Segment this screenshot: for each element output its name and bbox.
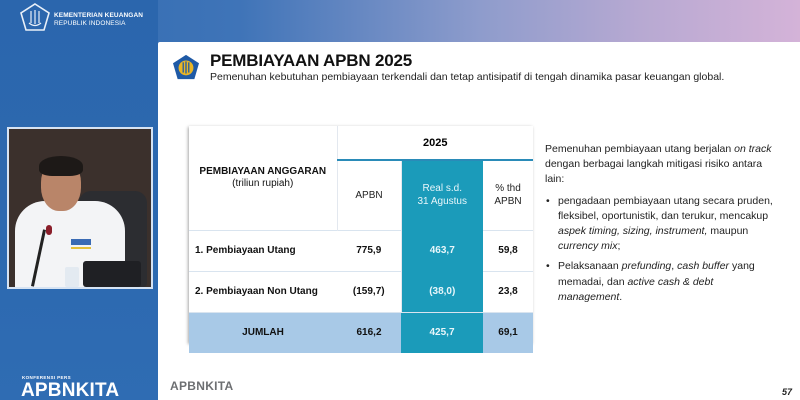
bullet-text: ,	[671, 260, 678, 273]
cell-pct: 23,8	[483, 270, 533, 312]
total-real: 425,7	[401, 311, 483, 353]
bullet-item: pengadaan pembiayaan utang secara pruden…	[545, 194, 777, 255]
commentary-bullets: pengadaan pembiayaan utang secara pruden…	[545, 194, 777, 305]
financing-table: PEMBIAYAAN ANGGARAN (triliun rupiah) 202…	[189, 126, 533, 353]
header-unit-label: (triliun rupiah)	[232, 178, 294, 190]
cell-pct: 59,8	[483, 229, 533, 271]
bullet-emphasis: currency mix	[558, 240, 618, 253]
conference-label: KONFERENSI PERS	[22, 375, 72, 380]
total-apbn: 616,2	[337, 311, 401, 353]
intro-text: Pemenuhan pembiayaan utang berjalan	[545, 143, 735, 155]
column-header-pct-line2: APBN	[494, 196, 522, 208]
table-header-year: 2025	[337, 126, 533, 161]
speaker-video	[7, 127, 153, 289]
bullet-text: yang memadai, dan	[558, 260, 755, 288]
bullet-text: pengadaan pembiayaan utang secara pruden…	[558, 194, 773, 222]
footer-brand: APBNKITA	[170, 379, 234, 393]
cell-real: (38,0)	[401, 270, 483, 312]
kemenkeu-emblem-icon	[20, 3, 50, 31]
column-header-apbn: APBN	[337, 160, 402, 230]
header-main-label: PEMBIAYAAN ANGGARAN	[199, 166, 327, 178]
total-label: JUMLAH	[189, 311, 337, 353]
column-header-real-line2: 31 Agustus	[417, 196, 467, 208]
cell-apbn: (159,7)	[337, 270, 402, 312]
column-header-real: Real s.d. 31 Agustus	[401, 160, 483, 230]
slide-subtitle: Pemenuhan kebutuhan pembiayaan terkendal…	[210, 71, 725, 83]
row-label: 2. Pembiayaan Non Utang	[189, 270, 337, 312]
side-commentary: Pemenuhan pembiayaan utang berjalan on t…	[545, 142, 777, 310]
ministry-name-line1: KEMENTERIAN KEUANGAN	[54, 12, 144, 19]
bullet-item: Pelaksanaan prefunding, cash buffer yang…	[545, 259, 777, 305]
slide-title: PEMBIAYAAN APBN 2025	[210, 51, 412, 70]
page-number: 57	[781, 387, 792, 397]
bullet-text: .	[619, 290, 623, 303]
column-header-real-line1: Real s.d.	[422, 183, 462, 195]
table-row: 2. Pembiayaan Non Utang (159,7) (38,0) 2…	[189, 270, 533, 312]
bullet-emphasis: cash buffer	[677, 260, 730, 273]
bullet-text: Pelaksanaan	[558, 260, 622, 273]
intro-emphasis: on track	[734, 143, 772, 155]
commentary-intro: Pemenuhan pembiayaan utang berjalan on t…	[545, 142, 777, 188]
conference-brand: APBNKITA	[21, 380, 120, 400]
bullet-emphasis: prefunding	[621, 260, 672, 273]
table-total-row: JUMLAH 616,2 425,7 69,1	[189, 311, 533, 353]
intro-text: dengan berbagai langkah mitigasi risiko …	[545, 158, 763, 186]
bullet-text: ;	[617, 240, 621, 253]
table-header-main: PEMBIAYAAN ANGGARAN (triliun rupiah)	[189, 126, 338, 230]
ministry-name: KEMENTERIAN KEUANGAN REPUBLIK INDONESIA	[54, 12, 143, 28]
slide: PEMBIAYAAN APBN 2025 Pemenuhan kebutuhan…	[158, 42, 800, 400]
table-row: 1. Pembiayaan Utang 775,9 463,7 59,8	[189, 229, 533, 271]
cell-real: 463,7	[401, 229, 483, 271]
bullet-text: maupun	[707, 225, 749, 238]
row-label: 1. Pembiayaan Utang	[189, 229, 337, 271]
column-header-pct: % thd APBN	[483, 160, 533, 230]
column-header-pct-line1: % thd	[495, 183, 521, 195]
bullet-emphasis: active cash & debt management	[558, 275, 714, 303]
ministry-name-line2: REPUBLIK INDONESIA	[54, 20, 126, 27]
cell-apbn: 775,9	[337, 229, 402, 271]
kemenkeu-emblem-icon	[173, 54, 199, 80]
total-pct: 69,1	[483, 311, 533, 353]
left-panel: KEMENTERIAN KEUANGAN REPUBLIK INDONESIA …	[0, 0, 158, 400]
bullet-emphasis: aspek timing, sizing, instrument,	[558, 225, 708, 238]
